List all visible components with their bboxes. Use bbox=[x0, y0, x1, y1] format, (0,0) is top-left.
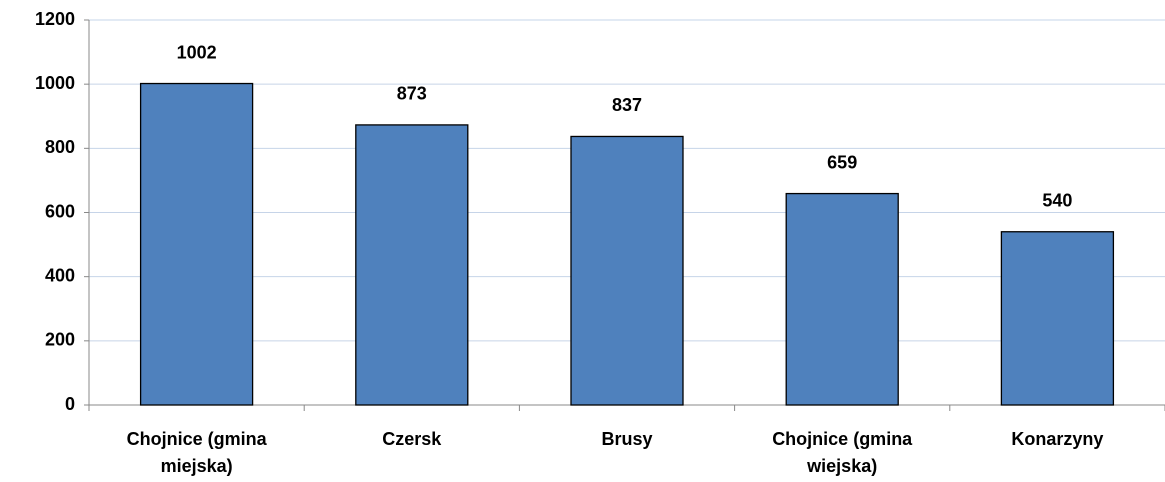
bar bbox=[1000, 231, 1115, 406]
bar bbox=[139, 82, 254, 406]
y-tick-label: 400 bbox=[45, 265, 75, 285]
y-tick-label: 800 bbox=[45, 137, 75, 157]
data-label: 659 bbox=[827, 152, 857, 172]
x-tick-label: Chojnice (gmina wiejska) bbox=[772, 429, 913, 476]
data-label: 873 bbox=[397, 84, 427, 104]
x-tick-label: Brusy bbox=[601, 429, 652, 449]
data-label: 540 bbox=[1042, 191, 1072, 211]
x-tick-label: Konarzyny bbox=[1011, 429, 1103, 449]
y-tick-label: 200 bbox=[45, 330, 75, 350]
bar bbox=[570, 135, 684, 406]
y-tick-label: 600 bbox=[45, 201, 75, 221]
y-tick-label: 0 bbox=[65, 394, 75, 414]
y-tick-label: 1000 bbox=[35, 73, 75, 93]
bar bbox=[355, 124, 469, 406]
bar bbox=[785, 192, 899, 406]
data-label: 1002 bbox=[177, 42, 217, 62]
x-tick-label: Czersk bbox=[382, 429, 442, 449]
data-label: 837 bbox=[612, 95, 642, 115]
x-tick-label: Chojnice (gmina miejska) bbox=[127, 429, 268, 476]
y-tick-label: 1200 bbox=[35, 9, 75, 29]
